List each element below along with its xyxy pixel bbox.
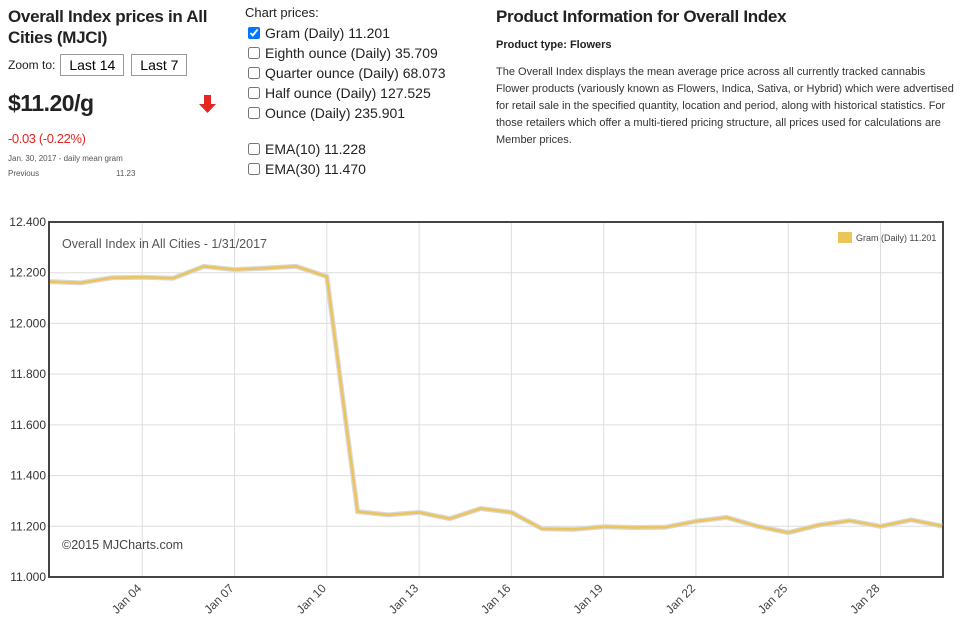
legend-swatch <box>838 232 852 243</box>
product-title: Product Information for Overall Index <box>496 7 787 26</box>
price-option: Gram (Daily) 11.201 <box>245 23 475 43</box>
x-tick-label: Jan 07 <box>201 581 237 617</box>
chart-credit: ©2015 MJCharts.com <box>62 538 183 552</box>
date-note: Jan. 30, 2017 - daily mean gram <box>8 154 123 163</box>
previous-row: Previous 11.23 <box>8 169 228 178</box>
previous-value: 11.23 <box>116 169 136 178</box>
y-tick-label: 11.200 <box>10 519 46 533</box>
change-value: -0.03 <box>8 131 36 146</box>
product-type: Product type: Flowers <box>496 39 612 51</box>
price: $11.20/g <box>8 90 94 116</box>
price-option: Quarter ounce (Daily) 68.073 <box>245 63 475 83</box>
price-option: EMA(30) 11.470 <box>245 159 475 179</box>
checkbox[interactable] <box>248 107 260 119</box>
ema-list: EMA(10) 11.228 EMA(30) 11.470 <box>245 139 475 179</box>
price-option: Ounce (Daily) 235.901 <box>245 103 475 123</box>
chart-prices: Chart prices: Gram (Daily) 11.201 Eighth … <box>245 5 475 179</box>
x-tick-label: Jan 28 <box>847 581 883 617</box>
product-description: The Overall Index displays the mean aver… <box>496 66 954 146</box>
zoom-button[interactable]: Last 7 <box>131 54 188 76</box>
y-tick-label: 11.800 <box>10 367 46 381</box>
checkbox[interactable] <box>248 47 260 59</box>
option-label: EMA(10) 11.228 <box>265 141 366 157</box>
option-label: Quarter ounce (Daily) 68.073 <box>265 65 446 81</box>
legend-label: Gram (Daily) 11.201 <box>856 233 936 243</box>
x-tick-label: Jan 22 <box>663 581 699 617</box>
previous-label: Previous <box>8 169 40 178</box>
chart-title: Overall Index in All Cities - 1/31/2017 <box>62 237 267 251</box>
checkbox[interactable] <box>248 163 260 175</box>
option-label: Half ounce (Daily) 127.525 <box>265 85 431 101</box>
index-title: Overall Index prices in All Cities (MJCI… <box>8 7 208 47</box>
zoom-label: Zoom to: <box>8 58 56 72</box>
price-option: Half ounce (Daily) 127.525 <box>245 83 475 103</box>
x-tick-label: Jan 19 <box>570 581 606 617</box>
x-tick-label: Jan 25 <box>755 581 791 617</box>
down-arrow-icon <box>199 95 216 113</box>
checkbox[interactable] <box>248 143 260 155</box>
price-option: Eighth ounce (Daily) 35.709 <box>245 43 475 63</box>
x-tick-label: Jan 04 <box>109 581 145 617</box>
checkbox[interactable] <box>248 27 260 39</box>
y-tick-label: 12.000 <box>9 316 46 330</box>
series-line <box>49 265 943 534</box>
y-tick-label: 12.200 <box>9 266 46 280</box>
y-tick-label: 11.600 <box>10 418 46 432</box>
option-label: EMA(30) 11.470 <box>265 161 366 177</box>
y-tick-label: 11.400 <box>10 469 46 483</box>
change: -0.03 (-0.22%) <box>8 131 228 146</box>
x-tick-label: Jan 13 <box>386 581 422 617</box>
zoom-button[interactable]: Last 14 <box>60 54 125 76</box>
y-tick-label: 12.400 <box>9 215 46 229</box>
change-pct: (-0.22%) <box>38 131 86 146</box>
checkbox[interactable] <box>248 67 260 79</box>
chart: 11.000 11.200 11.400 11.600 11.800 12.000 12.2… <box>9 215 944 617</box>
product-info: Product Information for Overall Index Pr… <box>496 6 958 149</box>
price-list: Gram (Daily) 11.201 Eighth ounce (Daily) … <box>245 23 475 123</box>
price-option: EMA(10) 11.228 <box>245 139 475 159</box>
x-tick-label: Jan 16 <box>478 581 514 617</box>
option-label: Gram (Daily) 11.201 <box>265 25 391 41</box>
zoom-row: Zoom to: Last 14 Last 7 <box>8 54 228 76</box>
plot-border <box>48 221 944 578</box>
option-label: Eighth ounce (Daily) 35.709 <box>265 45 438 61</box>
checkbox[interactable] <box>248 87 260 99</box>
option-label: Ounce (Daily) 235.901 <box>265 105 406 121</box>
line-shadow <box>49 263 943 536</box>
left-panel: Overall Index prices in All Cities (MJCI… <box>8 6 228 178</box>
chart-prices-label: Chart prices: <box>245 5 319 20</box>
y-tick-label: 11.000 <box>10 570 46 584</box>
x-tick-label: Jan 10 <box>294 581 330 617</box>
arrow-shape <box>199 95 216 113</box>
